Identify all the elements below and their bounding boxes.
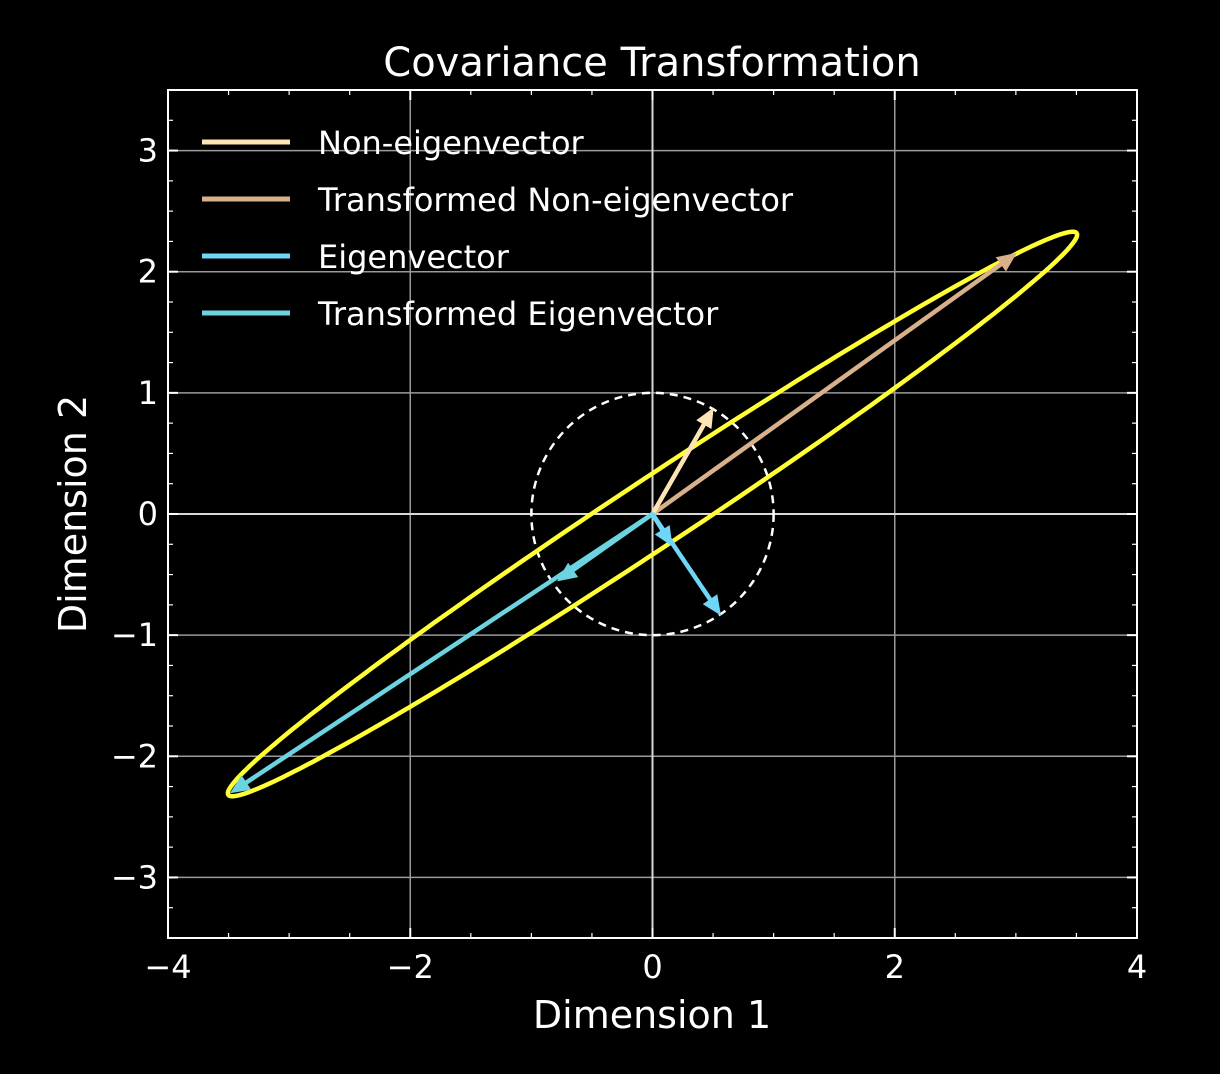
axis-ticks [167,89,1138,939]
x-tick-label: 0 [642,948,662,986]
y-tick-label: −2 [111,737,158,775]
non-eigenvector-arrow [650,407,714,517]
transformed-non-eigenvector-arrow-head [995,252,1017,272]
chart-title: Covariance Transformation [383,40,920,86]
transformed-eigenvector-arrow [229,511,655,794]
x-tick-label: 4 [1127,948,1147,986]
y-tick-label: −3 [111,858,158,896]
y-tick-label: 3 [138,132,158,170]
y-tick-label: 0 [138,495,158,533]
legend-item: Transformed Non-eigenvector [202,181,794,219]
extra-arrow-0-shaft [570,511,655,573]
arrows [229,252,1017,794]
covariance-ellipse [225,229,1080,799]
legend-label: Non-eigenvector [318,124,585,162]
extra-arrow-0 [557,511,655,582]
y-tick-label: 2 [138,253,158,291]
transformed-eigenvector-arrow-shaft [243,511,655,785]
legend-label: Transformed Eigenvector [317,295,719,333]
y-tick-label: 1 [138,374,158,412]
y-axis-label: Dimension 2 [51,395,95,633]
transformed-eigenvector-arrow-head [229,775,252,794]
legend-item: Eigenvector [202,238,510,276]
x-axis-label: Dimension 1 [533,993,771,1037]
x-tick-label: −2 [387,948,434,986]
legend: Non-eigenvector Transformed Non-eigenvect… [202,124,794,333]
unit-circle [530,391,775,637]
legend-item: Transformed Eigenvector [202,295,719,333]
legend-item: Non-eigenvector [202,124,585,162]
x-tick-label: 2 [885,948,905,986]
plot-shapes [225,229,1080,799]
eigenvector-arrow-shaft [650,511,713,602]
eigenvector-arrow [650,511,722,616]
transformed-non-eigenvector-arrow-shaft [650,261,1004,517]
legend-label: Transformed Non-eigenvector [317,181,794,219]
tick-labels: −4 −2 0 2 4 3 2 1 0 −1 −2 −3 [111,132,1147,986]
extra-arrow-0-head [557,562,579,582]
legend-label: Eigenvector [318,238,510,276]
eigenvector-arrow-head [702,594,722,616]
non-eigenvector-arrow-shaft [650,421,707,517]
transformed-non-eigenvector-arrow [650,252,1017,517]
x-tick-label: −4 [144,948,191,986]
non-eigenvector-arrow-head [696,407,714,430]
y-tick-label: −1 [111,616,158,654]
